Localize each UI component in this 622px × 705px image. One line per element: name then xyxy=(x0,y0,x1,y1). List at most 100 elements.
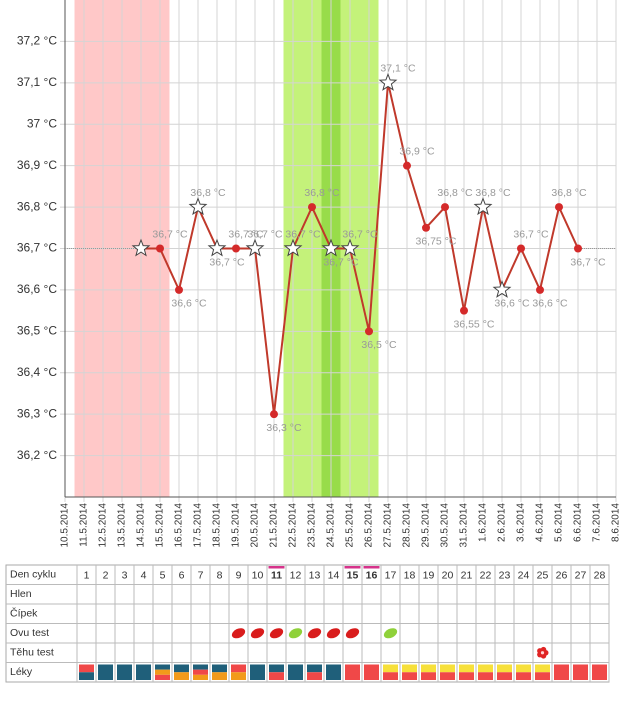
day-number: 12 xyxy=(290,570,302,582)
star-point xyxy=(207,238,227,257)
x-tick-label: 13.5.2014 xyxy=(117,503,128,548)
value-label: 36,8 °C xyxy=(190,187,226,199)
medication-block xyxy=(212,672,227,680)
day-marker xyxy=(268,566,285,569)
value-label: 36,8 °C xyxy=(475,187,511,199)
value-label: 37,1 °C xyxy=(380,63,416,75)
value-label: 36,3 °C xyxy=(266,422,302,434)
medication-block xyxy=(516,672,531,680)
day-marker xyxy=(344,566,361,569)
medication-block xyxy=(79,672,94,680)
x-tick-label: 29.5.2014 xyxy=(421,503,432,548)
medication-block xyxy=(79,664,94,673)
x-tick-label: 10.5.2014 xyxy=(60,503,71,548)
medication-block xyxy=(478,664,493,673)
medication-block xyxy=(98,664,113,680)
day-number: 28 xyxy=(594,570,606,582)
x-tick-label: 27.5.2014 xyxy=(383,503,394,548)
day-number: 26 xyxy=(556,570,568,582)
x-tick-label: 26.5.2014 xyxy=(364,503,375,548)
day-number: 5 xyxy=(160,570,166,582)
y-tick-label: 36,4 °C xyxy=(17,365,57,379)
day-number: 17 xyxy=(385,570,397,582)
day-number: 23 xyxy=(499,570,511,582)
x-tick-label: 23.5.2014 xyxy=(307,503,318,548)
ovu-test-icon xyxy=(326,628,341,639)
x-tick-label: 12.5.2014 xyxy=(98,503,109,548)
medication-block xyxy=(421,664,436,673)
row-label: Čípek xyxy=(10,607,38,620)
y-tick-label: 36,7 °C xyxy=(17,241,57,255)
point xyxy=(175,285,183,294)
medication-block xyxy=(478,672,493,680)
row-label: Léky xyxy=(10,666,33,678)
y-tick-label: 36,9 °C xyxy=(17,158,57,172)
point xyxy=(536,285,544,294)
point xyxy=(403,161,411,170)
x-tick-label: 15.5.2014 xyxy=(155,503,166,548)
day-number: 6 xyxy=(179,570,185,582)
medication-block xyxy=(288,664,303,680)
x-tick-label: 17.5.2014 xyxy=(193,503,204,548)
ovu-test-icon xyxy=(345,628,360,639)
x-tick-label: 25.5.2014 xyxy=(345,503,356,548)
value-label: 36,8 °C xyxy=(304,187,340,199)
ovu-test-icon xyxy=(288,628,303,639)
medication-block xyxy=(155,664,170,670)
medication-block xyxy=(117,664,132,680)
ovu-test-icon xyxy=(383,628,398,639)
star-point xyxy=(131,238,151,257)
medication-block xyxy=(155,674,170,680)
day-number: 18 xyxy=(404,570,416,582)
star-point xyxy=(283,238,303,257)
value-label: 36,7 °C xyxy=(570,256,606,268)
day-number: 13 xyxy=(309,570,321,582)
medication-block xyxy=(516,664,531,673)
day-number: 11 xyxy=(271,570,282,582)
medication-block xyxy=(383,672,398,680)
point xyxy=(270,410,278,419)
y-tick-label: 36,2 °C xyxy=(17,448,57,462)
value-label: 36,9 °C xyxy=(399,145,435,157)
medication-block xyxy=(459,664,474,673)
star-point xyxy=(378,72,398,91)
day-number: 10 xyxy=(252,570,264,582)
medication-block xyxy=(459,672,474,680)
medication-block xyxy=(326,664,341,680)
day-number: 22 xyxy=(480,570,492,582)
value-label: 36,7 °C xyxy=(247,228,283,240)
x-tick-label: 6.6.2014 xyxy=(573,503,584,542)
x-tick-label: 30.5.2014 xyxy=(440,503,451,548)
point xyxy=(441,203,449,212)
medication-block xyxy=(269,672,284,680)
point xyxy=(574,244,582,253)
value-label: 36,7 °C xyxy=(513,228,549,240)
day-number: 19 xyxy=(423,570,435,582)
day-number: 9 xyxy=(236,570,242,582)
point xyxy=(365,327,373,336)
row-label: Hlen xyxy=(10,588,32,600)
row-label: Den cyklu xyxy=(10,569,56,581)
day-number: 1 xyxy=(84,570,90,582)
x-tick-label: 19.5.2014 xyxy=(231,503,242,548)
day-number: 4 xyxy=(141,570,147,582)
medication-block xyxy=(231,672,246,680)
day-number: 24 xyxy=(518,570,530,582)
ovu-test-icon xyxy=(231,628,246,639)
medication-block xyxy=(307,664,322,673)
medication-block xyxy=(497,672,512,680)
value-label: 36,8 °C xyxy=(437,187,473,199)
day-number: 27 xyxy=(575,570,587,582)
star-point xyxy=(321,238,341,257)
day-number: 7 xyxy=(198,570,204,582)
y-tick-label: 36,8 °C xyxy=(17,199,57,213)
day-number: 3 xyxy=(122,570,128,582)
day-number: 8 xyxy=(217,570,223,582)
x-tick-label: 28.5.2014 xyxy=(402,503,413,548)
day-number: 21 xyxy=(461,570,473,582)
medication-block xyxy=(535,664,550,673)
x-tick-label: 3.6.2014 xyxy=(516,503,527,542)
point xyxy=(517,244,525,253)
value-label: 36,55 °C xyxy=(454,318,495,330)
medication-block xyxy=(497,664,512,673)
